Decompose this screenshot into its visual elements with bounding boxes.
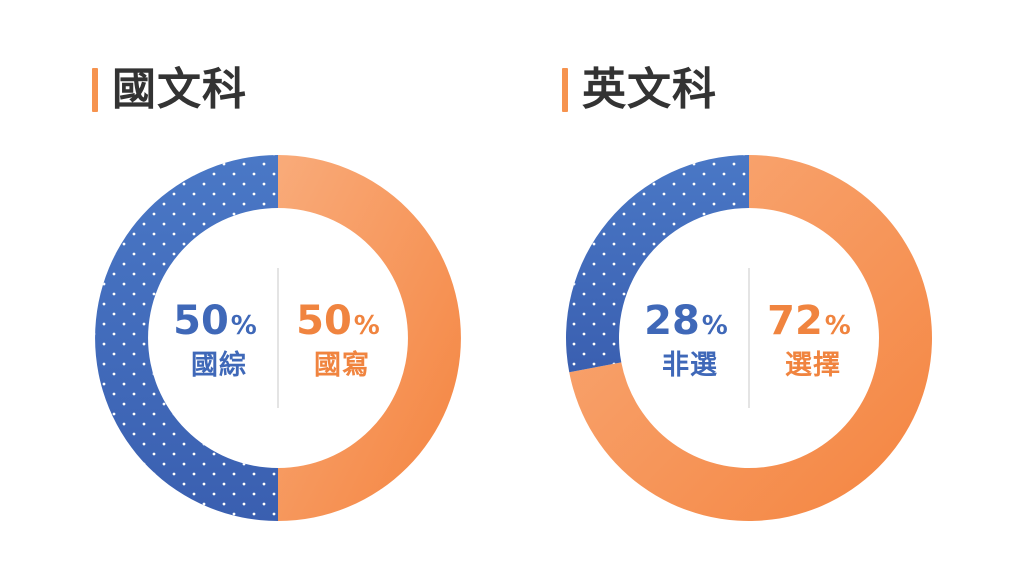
chart-panel-chinese: 國文科 50% 國綜 50% 國寫	[92, 66, 461, 521]
donut-chart-chinese: 50% 國綜 50% 國寫	[95, 155, 461, 521]
chart-title-group: 國文科	[92, 66, 247, 114]
title-accent-bar	[562, 68, 568, 112]
chart-title: 英文科	[582, 64, 717, 115]
donut-slice-國寫	[278, 155, 461, 521]
chart-title: 國文科	[112, 64, 247, 115]
donut-slice-dots	[566, 155, 749, 373]
data-label-非選: 28%	[644, 298, 728, 344]
category-label-國寫: 國寫	[314, 349, 370, 381]
chart-panel-english: 英文科 28% 非選 72% 選擇	[470, 0, 982, 584]
category-label-選擇: 選擇	[785, 350, 841, 381]
data-label-國寫: 50%	[296, 298, 380, 344]
donut-slice-dots	[95, 155, 279, 521]
chart-title-group: 英文科	[562, 66, 717, 114]
category-label-非選: 非選	[662, 350, 718, 381]
title-accent-bar	[92, 68, 98, 112]
category-label-國綜: 國綜	[191, 350, 247, 381]
donut-chart-english: 28% 非選 72% 選擇	[566, 155, 932, 521]
data-label-選擇: 72%	[767, 298, 851, 344]
data-label-國綜: 50%	[173, 298, 257, 344]
